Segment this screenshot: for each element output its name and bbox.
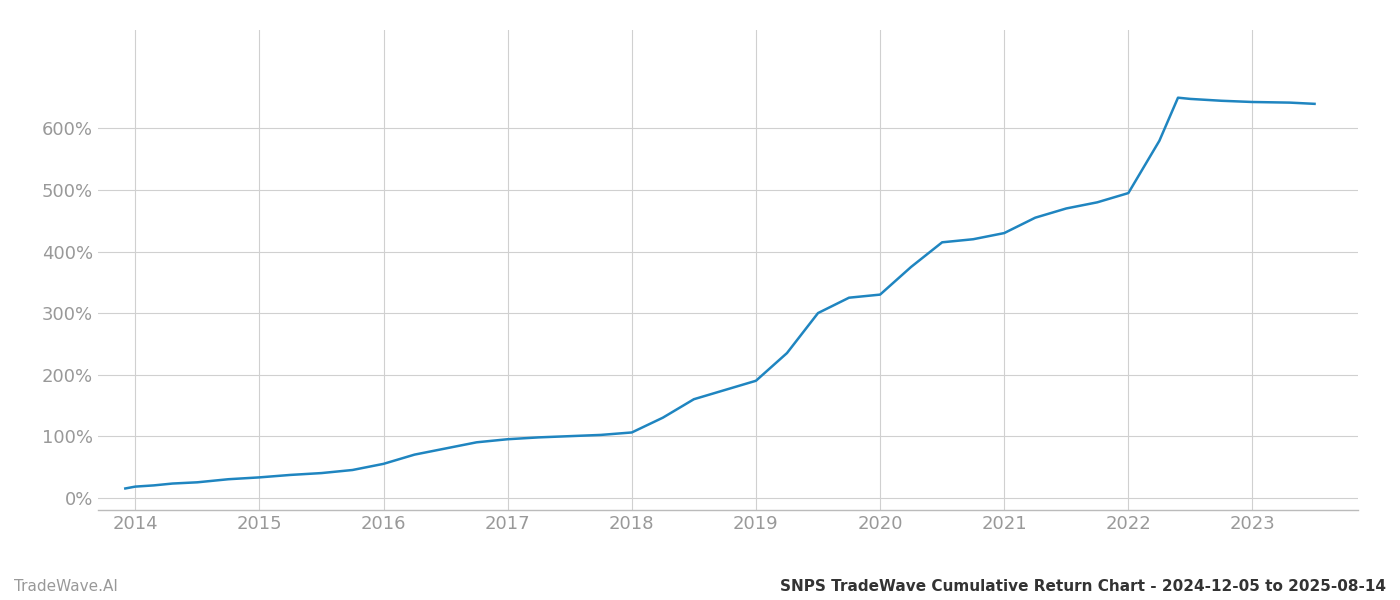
Text: TradeWave.AI: TradeWave.AI	[14, 579, 118, 594]
Text: SNPS TradeWave Cumulative Return Chart - 2024-12-05 to 2025-08-14: SNPS TradeWave Cumulative Return Chart -…	[780, 579, 1386, 594]
